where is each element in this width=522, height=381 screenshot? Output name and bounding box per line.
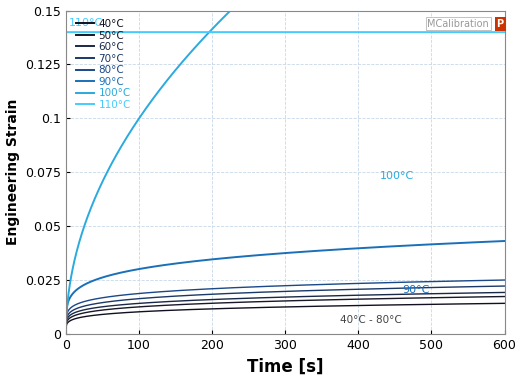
Text: 100°C: 100°C bbox=[380, 171, 414, 181]
Text: MCalibration: MCalibration bbox=[428, 19, 489, 29]
Legend: 40°C, 50°C, 60°C, 70°C, 80°C, 90°C, 100°C, 110°C: 40°C, 50°C, 60°C, 70°C, 80°C, 90°C, 100°… bbox=[76, 19, 131, 110]
Y-axis label: Engineering Strain: Engineering Strain bbox=[6, 99, 19, 245]
X-axis label: Time [s]: Time [s] bbox=[247, 357, 324, 375]
Text: 110°C: 110°C bbox=[69, 18, 103, 28]
Text: 40°C - 80°C: 40°C - 80°C bbox=[340, 315, 402, 325]
Text: P: P bbox=[496, 19, 504, 29]
Text: 90°C: 90°C bbox=[402, 285, 430, 295]
